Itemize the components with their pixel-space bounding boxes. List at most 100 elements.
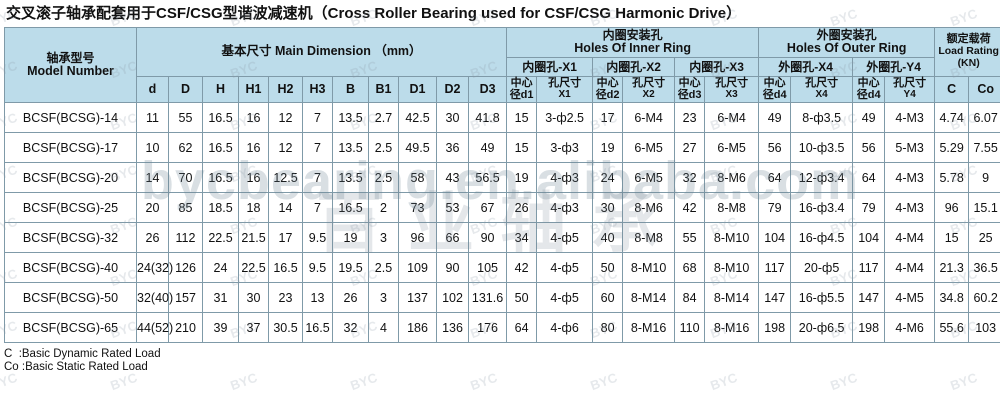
header-outer-ring-cn: 外圈安装孔 (816, 28, 877, 43)
cell-d3: 84 (674, 282, 706, 313)
cell-x3: 8-M8 (704, 192, 760, 223)
cell-c: 21.3 (934, 252, 970, 283)
cell-c: 55.6 (934, 312, 970, 343)
cell-x4: 16-ф5.5 (790, 282, 854, 313)
cell-b1: 2.7 (368, 102, 399, 133)
header-hole-size-x4: 孔尺寸 X4 (790, 76, 854, 103)
cell-b: 19 (332, 222, 369, 253)
cell-d2: 60 (592, 282, 624, 313)
header-hole-center-d1: 中心 径d1 (506, 76, 538, 103)
specification-table: 轴承型号 Model Number 基本尺寸 Main Dimension （m… (4, 27, 1000, 343)
header-hole-center-d4-y4-line1: 中心 (857, 76, 880, 89)
table-row: BCSF(BCSG)-32 26 112 22.5 21.5 17 9.5 19 3 96 66 90… (4, 222, 1000, 253)
cell-d3: 68 (674, 252, 706, 283)
cell-d2: 36 (436, 132, 469, 163)
cell-d2: 40 (592, 222, 624, 253)
header-dim-B: B (332, 76, 369, 103)
cell-x1: 4-ф5 (536, 282, 594, 313)
table-row: BCSF(BCSG)-25 20 85 18.5 18 14 7 16.5 2 73 53 67 26 4… (4, 192, 1000, 223)
cell-h1: 16 (238, 102, 269, 133)
header-model-number-cn: 轴承型号 (46, 50, 95, 65)
cell-d4-x4-: 198 (758, 312, 792, 343)
cell-x2: 8-M14 (622, 282, 676, 313)
cell-co: 9 (968, 162, 1000, 193)
cell-x4: 16-ф3.4 (790, 192, 854, 223)
header-dim-D3: D3 (467, 76, 508, 103)
cell-x2: 6-M4 (622, 102, 676, 133)
cell-h3: 16.5 (302, 312, 333, 343)
cell-co: 36.5 (968, 252, 1000, 283)
cell-co: 60.2 (968, 282, 1000, 313)
header-hole-center-d2-line1: 中心 (596, 76, 619, 89)
cell-h: 16.5 (202, 102, 239, 133)
cell-d1: 15 (506, 132, 538, 163)
cell-y4: 4-M6 (884, 312, 936, 343)
cell-d3: 23 (674, 102, 706, 133)
cell-d2: 24 (592, 162, 624, 193)
cell-x4: 20-ф5 (790, 252, 854, 283)
header-dim-D2: D2 (436, 76, 469, 103)
cell-c: 5.78 (934, 162, 970, 193)
page-title: 交叉滚子轴承配套用于CSF/CSG型谐波减速机（Cross Roller Bea… (6, 5, 742, 22)
cell-c: 4.74 (934, 102, 970, 133)
cell-d2: 17 (592, 102, 624, 133)
header-hole-size-x2-line1: 孔尺寸 (632, 77, 666, 90)
cell-d2: 80 (592, 312, 624, 343)
cell-d1: 58 (398, 162, 437, 193)
cell-h1: 30 (238, 282, 269, 313)
cell-d: 55 (168, 102, 203, 133)
header-hole-size-x2: 孔尺寸 X2 (622, 76, 676, 103)
header-dim-B1: B1 (368, 76, 399, 103)
cell-b1: 2 (368, 192, 399, 223)
cell-d1: 15 (506, 102, 538, 133)
cell-d: 70 (168, 162, 203, 193)
cell-h2: 14 (268, 192, 303, 223)
cell-d3: 176 (467, 312, 508, 343)
table-row: BCSF(BCSG)-17 10 62 16.5 16 12 7 13.5 2.5 49.5 36 4… (4, 132, 1000, 163)
cell-d4-x4-: 117 (758, 252, 792, 283)
cell-d3: 131.6 (467, 282, 508, 313)
table-header: 轴承型号 Model Number 基本尺寸 Main Dimension （m… (4, 27, 1000, 103)
cell-c: 5.29 (934, 132, 970, 163)
cell-d3: 56.5 (467, 162, 508, 193)
cell-d3: 32 (674, 162, 706, 193)
header-hole-center-d2: 中心 径d2 (592, 76, 624, 103)
cell-d4-x4-: 64 (758, 162, 792, 193)
header-hole-center-d4-x4: 中心 径d4 (758, 76, 792, 103)
cell-model-number: BCSF(BCSG)-65 (4, 312, 137, 343)
cell-d4-y4-: 198 (852, 312, 886, 343)
cell-b1: 4 (368, 312, 399, 343)
header-load-rating-cn: 额定载荷 (946, 33, 991, 46)
cell-model-number: BCSF(BCSG)-25 (4, 192, 137, 223)
header-dim-D: D (168, 76, 203, 103)
cell-h2: 16.5 (268, 252, 303, 283)
cell-x3: 8-M14 (704, 282, 760, 313)
header-dim-D1: D1 (398, 76, 437, 103)
cell-h: 16.5 (202, 132, 239, 163)
cell-h2: 23 (268, 282, 303, 313)
cell-d4-x4-: 56 (758, 132, 792, 163)
cell-h3: 7 (302, 192, 333, 223)
cell-c: 96 (934, 192, 970, 223)
cell-x4: 8-ф3.5 (790, 102, 854, 133)
cell-model-number: BCSF(BCSG)-14 (4, 102, 137, 133)
cell-y4: 4-M3 (884, 162, 936, 193)
cell-h: 31 (202, 282, 239, 313)
cell-x3: 6-M4 (704, 102, 760, 133)
header-hole-size-x3: 孔尺寸 X3 (704, 76, 760, 103)
cell-h3: 9.5 (302, 252, 333, 283)
footnotes: C :Basic Dynamic Rated Load Co :Basic St… (4, 343, 1000, 374)
cell-d: 20 (136, 192, 169, 223)
header-hole-center-d3-line1: 中心 (678, 76, 701, 89)
cell-d: 112 (168, 222, 203, 253)
cell-d: 157 (168, 282, 203, 313)
cell-h3: 7 (302, 162, 333, 193)
header-hole-size-x2-line2: X2 (642, 89, 655, 101)
cell-d1: 42 (506, 252, 538, 283)
table-row: BCSF(BCSG)-50 32(40) 157 31 30 23 13 26 3 137 102 1… (4, 282, 1000, 313)
cell-d2: 30 (592, 192, 624, 223)
header-hole-size-x1: 孔尺寸 X1 (536, 76, 594, 103)
cell-h1: 37 (238, 312, 269, 343)
cell-d: 62 (168, 132, 203, 163)
cell-h2: 30.5 (268, 312, 303, 343)
